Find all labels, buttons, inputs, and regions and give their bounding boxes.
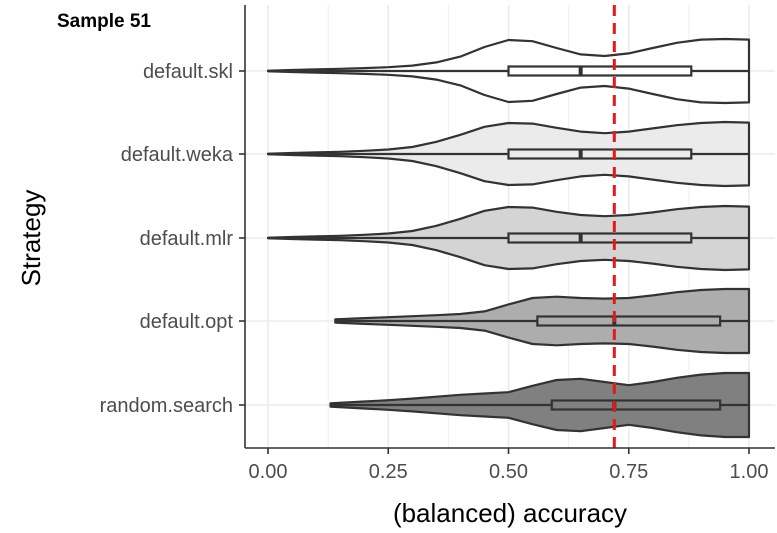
violins	[266, 37, 751, 439]
x-axis-label: (balanced) accuracy	[393, 498, 627, 528]
violin-default.skl	[266, 37, 751, 105]
y-tick-label: default.opt	[140, 311, 234, 333]
x-tick-label: 0.75	[609, 461, 648, 483]
box-iqr	[507, 232, 693, 244]
x-tick-label: 0.50	[489, 461, 528, 483]
violin-default.opt	[334, 287, 751, 355]
axes: 0.00 0.25 0.50 0.75 1.00 default.skl default.w…	[100, 5, 775, 483]
x-tick-label: 0.00	[249, 461, 288, 483]
y-tick-label: random.search	[100, 395, 233, 417]
x-tick-label: 1.00	[730, 461, 769, 483]
violin-random.search	[329, 371, 751, 439]
violin-default.mlr	[266, 204, 751, 272]
box-iqr	[536, 315, 722, 327]
violin-shape	[334, 287, 751, 355]
box-iqr	[507, 148, 693, 160]
y-tick-label: default.mlr	[140, 228, 234, 250]
y-tick-label: default.skl	[143, 61, 233, 83]
y-axis-label: Strategy	[16, 190, 46, 287]
chart-title: Sample 51	[57, 11, 151, 32]
violin-default.weka	[266, 120, 751, 188]
y-tick-label: default.weka	[121, 144, 234, 166]
box-iqr	[550, 399, 722, 411]
x-tick-label: 0.25	[369, 461, 408, 483]
box-iqr	[507, 65, 693, 77]
